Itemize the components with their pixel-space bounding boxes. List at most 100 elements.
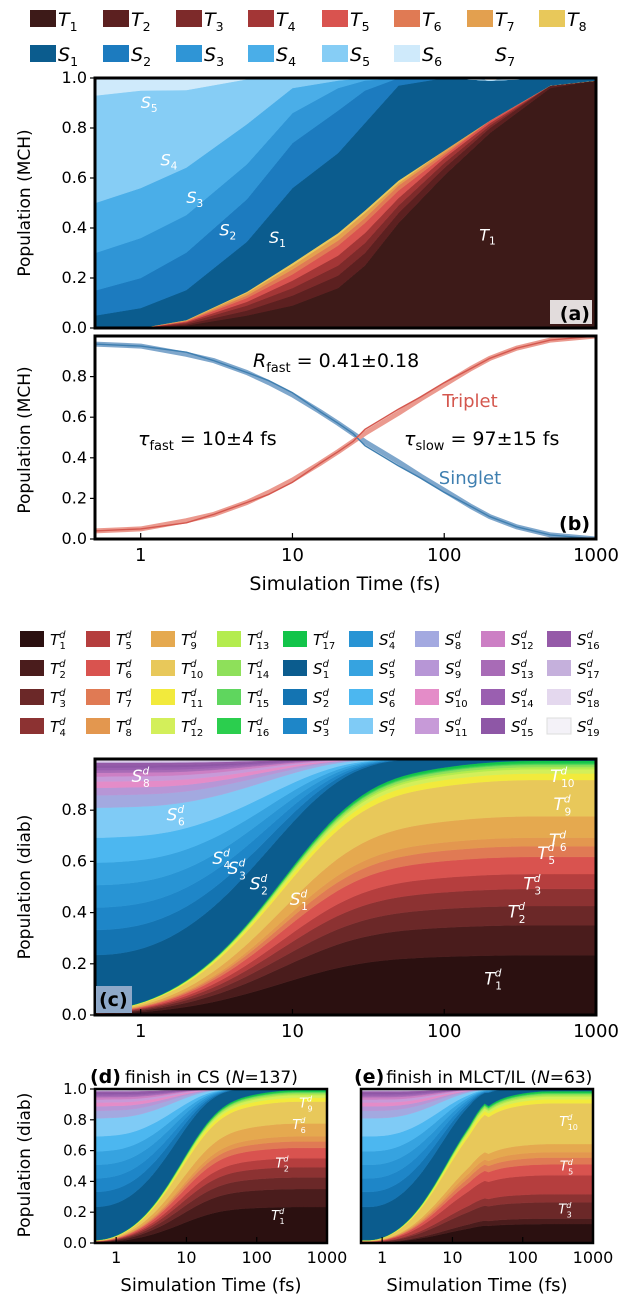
annotation-e-T5: Td 5 (560, 1158, 574, 1177)
legend-diab-swatch-T7 (86, 689, 110, 705)
legend-swatch-T6 (394, 10, 420, 27)
legend-diab-label-S19: Sd 19 (577, 717, 600, 739)
panel-d-ylabel: Population (diab) (15, 1093, 35, 1238)
xtick-label-b: 10 (281, 545, 304, 566)
legend-diab-swatch-S12 (481, 631, 505, 647)
legend-diab-label-S17: Sd 17 (577, 659, 600, 681)
legend-diabatic: Td 1 Td 2 Td 3 Td 4 Td 5 Td 6 Td 7 Td 8 Td 9 Td 10 Td 11 Td 12 T… (20, 630, 600, 739)
annotation-c-S1: Sd 1 (290, 888, 308, 913)
legend-diab-label-T12: Td 12 (181, 717, 203, 739)
legend-label-T1: T1 (58, 9, 78, 34)
legend-diab-label-S2: Sd 2 (313, 688, 330, 710)
legend-diab-swatch-S14 (481, 689, 505, 705)
legend-diab-swatch-T14 (217, 660, 241, 676)
line-singlet (95, 343, 596, 539)
legend-diab-swatch-S2 (283, 689, 307, 705)
annotation-c-S8: Sd 8 (132, 765, 150, 790)
annotation-c-T3: Td 3 (523, 873, 541, 898)
panel-c-label: (c) (99, 989, 128, 1011)
legend-diab-label-S4: Sd 4 (379, 630, 396, 652)
legend-diab-swatch-T12 (151, 718, 175, 734)
legend-diab-swatch-S17 (547, 660, 571, 676)
panel-c-label-bg (96, 986, 132, 1013)
annotation-d-T1: Td 1 (271, 1207, 285, 1226)
legend-swatch-T7 (467, 10, 493, 27)
ytick-label-a: 1.0 (62, 68, 87, 87)
legend-diab-label-T15: Td 15 (247, 688, 269, 710)
area-S6 (95, 78, 596, 96)
legend-diab-label-S16: Sd 16 (577, 630, 600, 652)
annotation-d-T9: Td 9 (299, 1095, 313, 1114)
legend-diab-swatch-T16 (217, 718, 241, 734)
legend-diab-swatch-S3 (283, 718, 307, 734)
annotation-e-T10: Td 10 (559, 1113, 578, 1132)
xtick-label-e: 10 (442, 1248, 462, 1267)
legend-diab-swatch-T15 (217, 689, 241, 705)
panel-b-xlabel: Simulation Time (fs) (249, 573, 440, 595)
panel-d-caption-open: ( (220, 1068, 232, 1088)
legend-diab-label-T6: Td 6 (116, 659, 132, 681)
annotation-e-T3: Td 3 (558, 1201, 572, 1220)
ytick-label-b: 0.8 (62, 367, 87, 386)
xtick-label-b: 1 (135, 545, 146, 566)
panel-b-label: (b) (559, 513, 590, 535)
panel-e-caption-open: ( (525, 1068, 537, 1088)
panel-e-caption-close: ) (586, 1068, 593, 1088)
xtick-label-d: 100 (241, 1248, 272, 1267)
annotation-a-S3: S3 (186, 188, 203, 210)
legend-diab-swatch-T5 (86, 631, 110, 647)
legend-diab-label-T14: Td 14 (247, 659, 269, 681)
label-triplet: Triplet (441, 391, 497, 412)
legend-swatch-S5 (322, 45, 348, 62)
label-tau-slow: τslow = 97±15 fs (404, 428, 559, 454)
annotation-d-T6: Td 6 (292, 1116, 306, 1135)
panel-d-label: (d) (90, 1066, 121, 1088)
legend-swatch-T4 (248, 10, 274, 27)
annotation-c-T6: Td 6 (549, 829, 567, 854)
legend-diab-swatch-S13 (481, 660, 505, 676)
legend-diab-label-S10: Sd 10 (445, 688, 468, 710)
annotation-a-S4: S4 (160, 151, 177, 173)
legend-diab-label-T8: Td 8 (116, 717, 132, 739)
panel-e-n-label: N (537, 1068, 550, 1088)
panel-a-ylabel: Population (MCH) (15, 129, 35, 276)
legend-diab-swatch-S7 (349, 718, 373, 734)
legend-diab-label-S5: Sd 5 (379, 659, 396, 681)
legend-diab-swatch-T2 (20, 660, 44, 676)
ytick-label-c: 0.8 (62, 800, 87, 819)
legend-diab-swatch-T17 (283, 631, 307, 647)
legend-diab-label-T13: Td 13 (247, 630, 269, 652)
legend-diab-label-T2: Td 2 (50, 659, 66, 681)
legend-label-S2: S2 (131, 44, 151, 69)
legend-diab-swatch-S1 (283, 660, 307, 676)
xtick-label-b: 1000 (573, 545, 619, 566)
legend-diab-swatch-S18 (547, 689, 571, 705)
xtick-label-b: 100 (427, 545, 461, 566)
legend-diab-label-S9: Sd 9 (445, 659, 462, 681)
legend-diab-label-S8: Sd 8 (445, 630, 462, 652)
panel-a-label-bg (550, 300, 592, 324)
legend-diab-label-T5: Td 5 (116, 630, 132, 652)
legend-diab-swatch-S9 (415, 660, 439, 676)
legend-diab-label-T7: Td 7 (116, 688, 132, 710)
panel-a-frame (93, 76, 598, 330)
legend-diab-label-S15: Sd 15 (511, 717, 534, 739)
panel-d: Td 9 Td 6 Td 2 Td 1 0.0 0.2 0.4 0.6 0.8 1.0 1 10 100 10… (15, 1066, 347, 1296)
panel-c-frame (93, 757, 598, 1017)
label-singlet: Singlet (439, 468, 501, 489)
legend-diab-swatch-T13 (217, 631, 241, 647)
ytick-label-d: 0.4 (63, 1172, 87, 1190)
legend-swatch-S6 (394, 45, 420, 62)
xtick-label-e: 1000 (573, 1248, 614, 1267)
legend-label-S1: S1 (58, 44, 78, 69)
legend-swatch-S1 (30, 45, 56, 62)
legend-diab-swatch-T1 (20, 631, 44, 647)
legend-diab-label-T9: Td 9 (181, 630, 197, 652)
legend-label-S4: S4 (276, 44, 296, 69)
ytick-label-b: 0.6 (62, 407, 87, 426)
panel-e-n: =63 (550, 1068, 586, 1088)
legend-diab-swatch-T3 (20, 689, 44, 705)
xtick-label-d: 1 (111, 1248, 121, 1267)
ytick-label-d: 0.2 (63, 1203, 87, 1221)
